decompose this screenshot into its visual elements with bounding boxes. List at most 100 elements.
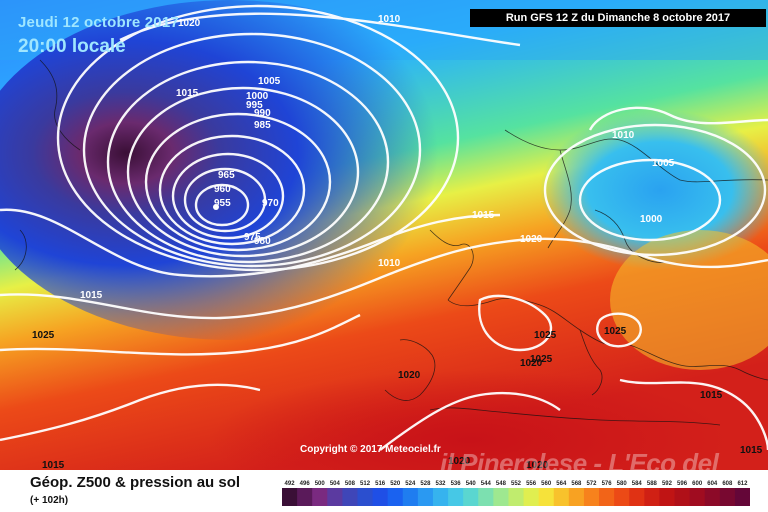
- isobar-label: 1010: [378, 258, 401, 269]
- color-scale-label: 500: [315, 481, 326, 487]
- isobar-label: 1025: [604, 326, 627, 337]
- isobar-label: 1015: [42, 460, 65, 470]
- color-scale-swatch: [689, 488, 706, 506]
- mediterranean-warm-field: [210, 370, 730, 470]
- color-scale-label: 496: [300, 481, 311, 487]
- color-scale-label: 536: [451, 481, 462, 487]
- color-scale-label: 548: [496, 481, 507, 487]
- isobar-label: 1005: [652, 158, 675, 169]
- lead-time: (+ 102h): [30, 495, 69, 506]
- color-scale-swatch: [704, 488, 721, 506]
- isobar-label: 1015: [472, 210, 495, 221]
- color-scale-label: 516: [375, 481, 386, 487]
- coastlines: [14, 59, 768, 426]
- color-scale-swatch: [614, 488, 630, 506]
- color-scale-label: 576: [602, 481, 613, 487]
- color-scale-label: 564: [556, 481, 567, 487]
- color-scale-label: 600: [692, 481, 703, 487]
- color-scale-swatch: [282, 488, 298, 506]
- valid-date: Jeudi 12 octobre 2017: [18, 14, 179, 31]
- color-scale-swatch: [719, 488, 736, 506]
- isobar-label: 1015: [700, 390, 723, 401]
- color-scale-label: 492: [285, 481, 296, 487]
- color-scale-label: 592: [662, 481, 673, 487]
- isobars: [0, 4, 768, 451]
- color-scale-swatch: [463, 488, 479, 506]
- color-scale-swatch: [448, 488, 464, 506]
- isobar-label: 1010: [612, 130, 635, 141]
- color-scale-swatch: [674, 488, 691, 506]
- color-scale-label: 604: [707, 481, 718, 487]
- isobar-label: 1000: [246, 91, 269, 102]
- color-scale-swatch: [523, 488, 540, 506]
- color-scale-swatch: [327, 488, 343, 506]
- color-scale-swatch: [342, 488, 358, 506]
- low-center-marker: [213, 204, 219, 210]
- color-scale-label: 520: [390, 481, 401, 487]
- color-scale-swatch: [538, 488, 555, 506]
- isobar-label: 1015: [80, 290, 103, 301]
- isobar-label: 990: [254, 108, 271, 119]
- run-info-banner: Run GFS 12 Z du Dimanche 8 octobre 2017: [470, 9, 766, 27]
- field-title: Géop. Z500 & pression au sol: [30, 474, 241, 491]
- color-scale-label: 560: [541, 481, 552, 487]
- color-scale-label: 512: [360, 481, 371, 487]
- color-scale-label: 524: [405, 481, 416, 487]
- atlantic-low-field: [0, 0, 490, 340]
- color-scale-label: 508: [345, 481, 356, 487]
- isobar-label: 965: [218, 170, 235, 181]
- isobar-label: 1025: [530, 354, 553, 365]
- color-scale-swatch: [568, 488, 585, 506]
- color-scale-swatch: [417, 488, 434, 506]
- color-scale-swatch: [583, 488, 600, 506]
- isobar-label: 985: [254, 120, 271, 131]
- color-scale-swatch: [659, 488, 676, 506]
- scandinavia-trough-field: [540, 110, 768, 270]
- color-scale-label: 504: [330, 481, 341, 487]
- isobar-label: 1020: [526, 460, 549, 470]
- color-scale-label: 612: [737, 481, 748, 487]
- color-scale-label: 588: [647, 481, 658, 487]
- color-scale-label: 556: [526, 481, 537, 487]
- isobar-label: 955: [214, 198, 231, 209]
- color-scale-swatch: [599, 488, 615, 506]
- color-scale-swatch: [372, 488, 389, 506]
- color-scale-label: 544: [481, 481, 492, 487]
- isobar-label: 970: [262, 198, 279, 209]
- color-scale-swatch: [734, 488, 750, 506]
- color-scale-label: 540: [466, 481, 477, 487]
- color-scale-swatch: [297, 488, 313, 506]
- color-scale-swatch: [387, 488, 404, 506]
- color-scale-label: 572: [586, 481, 597, 487]
- isobar-label: 980: [254, 236, 271, 247]
- isobar-label: 995: [246, 100, 263, 111]
- isobar-label: 1015: [176, 88, 199, 99]
- color-scale-swatch: [312, 488, 328, 506]
- color-scale-label: 596: [677, 481, 688, 487]
- isobar-label: 1020: [448, 456, 471, 467]
- copyright-notice: Copyright © 2017 Meteociel.fr: [300, 444, 441, 455]
- color-scale-swatch: [553, 488, 570, 506]
- color-scale-swatch: [644, 488, 660, 506]
- color-scale-label: 584: [632, 481, 643, 487]
- isobar-label: 1020: [178, 18, 201, 29]
- color-scale-swatch: [432, 488, 449, 506]
- isobar-label: 1010: [378, 14, 401, 25]
- color-scale-swatch: [402, 488, 419, 506]
- color-scale-swatch: [478, 488, 494, 506]
- isobar-label: 1020: [520, 234, 543, 245]
- isobar-label: 1025: [534, 330, 557, 341]
- isobar-label: 1015: [740, 445, 763, 456]
- color-scale: 492 496 500 504 508 512 516 520 524 528 532 536 540 5…: [282, 481, 750, 506]
- isobar-label: 1020: [520, 358, 543, 369]
- isobar-label: 1020: [398, 370, 421, 381]
- isobar-label: 1025: [32, 330, 55, 341]
- color-scale-swatch: [493, 488, 509, 506]
- color-scale-swatch: [357, 488, 374, 506]
- isobar-label: 975: [244, 232, 261, 243]
- color-scale-label: 568: [571, 481, 582, 487]
- color-scale-swatch: [508, 488, 525, 506]
